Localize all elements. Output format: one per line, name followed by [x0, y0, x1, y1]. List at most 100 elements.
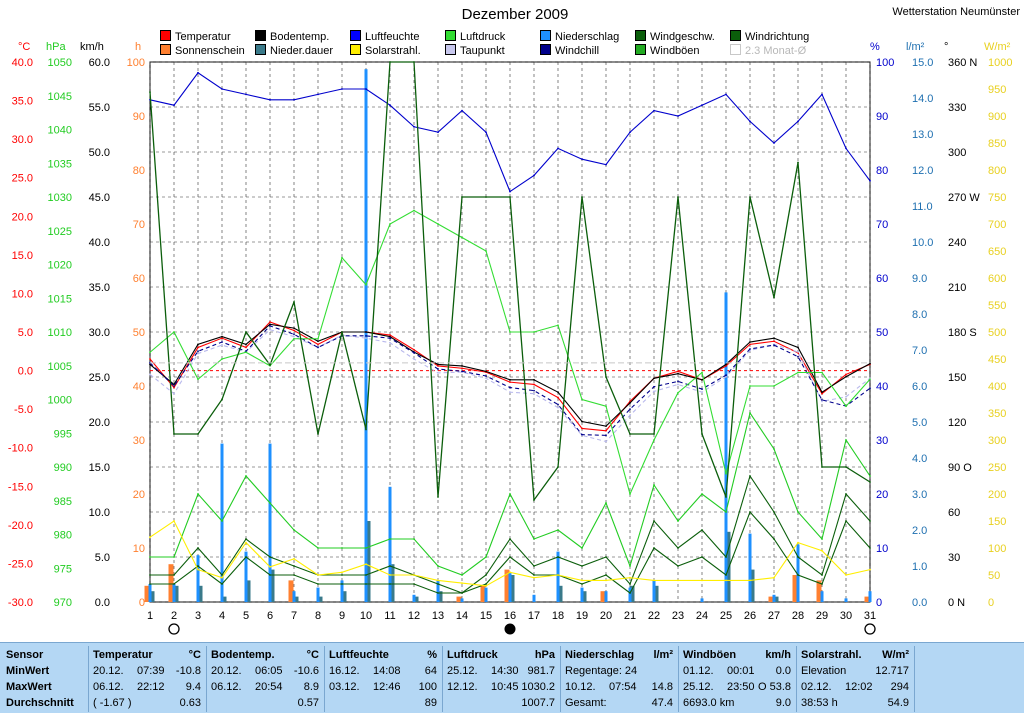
y-tick-label-temperature: 0.0	[18, 366, 33, 378]
y-tick-label-solar: 650	[988, 246, 1006, 258]
point-luftfeuchte	[821, 93, 823, 96]
point-luftdruck	[221, 358, 223, 360]
y-tick-label-temperature: -25.0	[8, 558, 33, 570]
statistics-table: Sensor MinWert MaxWert Durchschnitt Temp…	[0, 642, 1024, 713]
checkbox-icon[interactable]	[730, 44, 741, 55]
stats-row-min: Regentage: 24	[565, 665, 638, 677]
point-temperatur	[389, 334, 391, 336]
point-solarstrahl-	[317, 574, 319, 576]
legend-solarstrahl: Solarstrahl.	[350, 44, 421, 58]
point-bodentemp-	[197, 343, 199, 346]
y-tick-label-rain: 6.0	[912, 381, 927, 393]
point-windmittel	[533, 574, 535, 576]
point-taupunkt	[533, 392, 535, 395]
y-tick-label-pressure: 1005	[48, 361, 72, 373]
point-windchill	[749, 348, 751, 350]
x-tick-label: 30	[840, 610, 852, 622]
point-windrichtung	[557, 466, 559, 468]
bar-niederdauer	[437, 591, 443, 602]
y-tick-label-direction: 120	[948, 417, 966, 429]
point-windb-en	[581, 547, 583, 549]
point-windmittel	[365, 583, 367, 585]
x-tick-label: 22	[648, 610, 660, 622]
point-luftdruck	[653, 439, 655, 441]
point-temperatur	[293, 329, 295, 332]
point-windb-en	[341, 547, 343, 549]
point-windchill	[557, 403, 559, 406]
point-bodentemp-	[317, 340, 319, 343]
y-tick-label-wind: 5.0	[95, 552, 110, 564]
y-tick-label-solar: 300	[988, 435, 1006, 447]
y-tick-label-rain: 5.0	[912, 417, 927, 429]
y-tick-label-solar: 100	[988, 543, 1006, 555]
point-taupunkt	[413, 358, 415, 360]
point-windb-en	[749, 412, 751, 414]
y-tick-label-rain: 2.0	[912, 525, 927, 537]
x-tick-label: 5	[243, 610, 249, 622]
bar-sonnenschein	[168, 564, 174, 602]
point-windb-en	[845, 439, 847, 441]
point-luftfeuchte	[773, 142, 775, 144]
point-windgeschw-	[605, 556, 607, 558]
point-windb-en	[557, 529, 559, 531]
point-bodentemp-	[437, 363, 439, 366]
bar-sonnenschein	[504, 569, 510, 602]
bar-niederschlag	[244, 551, 248, 602]
bar-niederschlag	[724, 292, 728, 602]
point-windb-en	[197, 493, 199, 495]
legend-swatch	[540, 30, 551, 41]
point-windchill	[509, 386, 511, 389]
point-windrichtung	[485, 196, 487, 198]
point-windmittel	[341, 583, 343, 585]
point-windrichtung	[629, 433, 631, 435]
point-windb-en	[725, 511, 727, 513]
point-windmittel	[221, 583, 223, 585]
stats-row-min: Elevation 12.717	[801, 665, 909, 677]
x-tick-label: 3	[195, 610, 201, 622]
legend-niederschlag: Niederschlag	[540, 30, 619, 44]
stats-row-max: 12.12. 10:45 1030.2	[447, 681, 555, 693]
point-luftdruck	[317, 337, 319, 340]
point-windrichtung	[845, 466, 847, 468]
stats-row-max: 06.12. 22:12 9.4	[93, 681, 201, 693]
x-tick-label: 26	[744, 610, 756, 622]
axis-header-hum: %	[870, 41, 880, 53]
point-luftfeuchte	[533, 174, 535, 177]
y-tick-label-rain: 8.0	[912, 309, 927, 321]
y-tick-label-direction: 60	[948, 507, 960, 519]
point-solarstrahl-	[221, 576, 223, 579]
point-windgeschw-	[509, 538, 511, 540]
axis-header-press: hPa	[46, 41, 66, 53]
point-windmittel	[797, 574, 799, 576]
point-bodentemp-	[725, 363, 727, 366]
stats-header: Solarstrahl. W/m²	[801, 649, 909, 661]
point-windrichtung	[317, 433, 319, 435]
y-tick-label-pressure: 995	[54, 428, 72, 440]
point-bodentemp-	[749, 341, 751, 343]
point-windchill	[869, 387, 871, 390]
point-luftdruck	[533, 331, 535, 333]
bar-sonnenschein	[600, 591, 606, 602]
point-windchill	[437, 368, 439, 370]
y-tick-label-humidity: 30	[876, 435, 888, 447]
legend-monat-avg-toggle[interactable]: 2.3 Monat-Ø	[730, 44, 806, 58]
point-solarstrahl-	[653, 579, 655, 582]
y-tick-label-pressure: 1000	[48, 395, 72, 407]
point-windchill	[317, 346, 319, 349]
chart-title: Dezember 2009	[461, 6, 569, 23]
point-luftfeuchte	[749, 120, 751, 123]
y-tick-label-sunshine: 70	[133, 219, 145, 231]
point-luftdruck	[173, 331, 175, 333]
point-temperatur	[557, 396, 559, 399]
point-luftdruck	[629, 493, 631, 495]
legend-sonnenschein: Sonnenschein	[160, 44, 245, 58]
point-windgeschw-	[629, 583, 631, 585]
point-windrichtung	[821, 466, 823, 468]
y-tick-label-humidity: 80	[876, 165, 888, 177]
y-tick-label-solar: 850	[988, 138, 1006, 150]
y-tick-label-solar: 700	[988, 219, 1006, 231]
point-solarstrahl-	[821, 549, 823, 552]
y-tick-label-wind: 10.0	[89, 507, 110, 519]
point-luftdruck	[749, 385, 751, 387]
point-windchill	[797, 355, 799, 358]
